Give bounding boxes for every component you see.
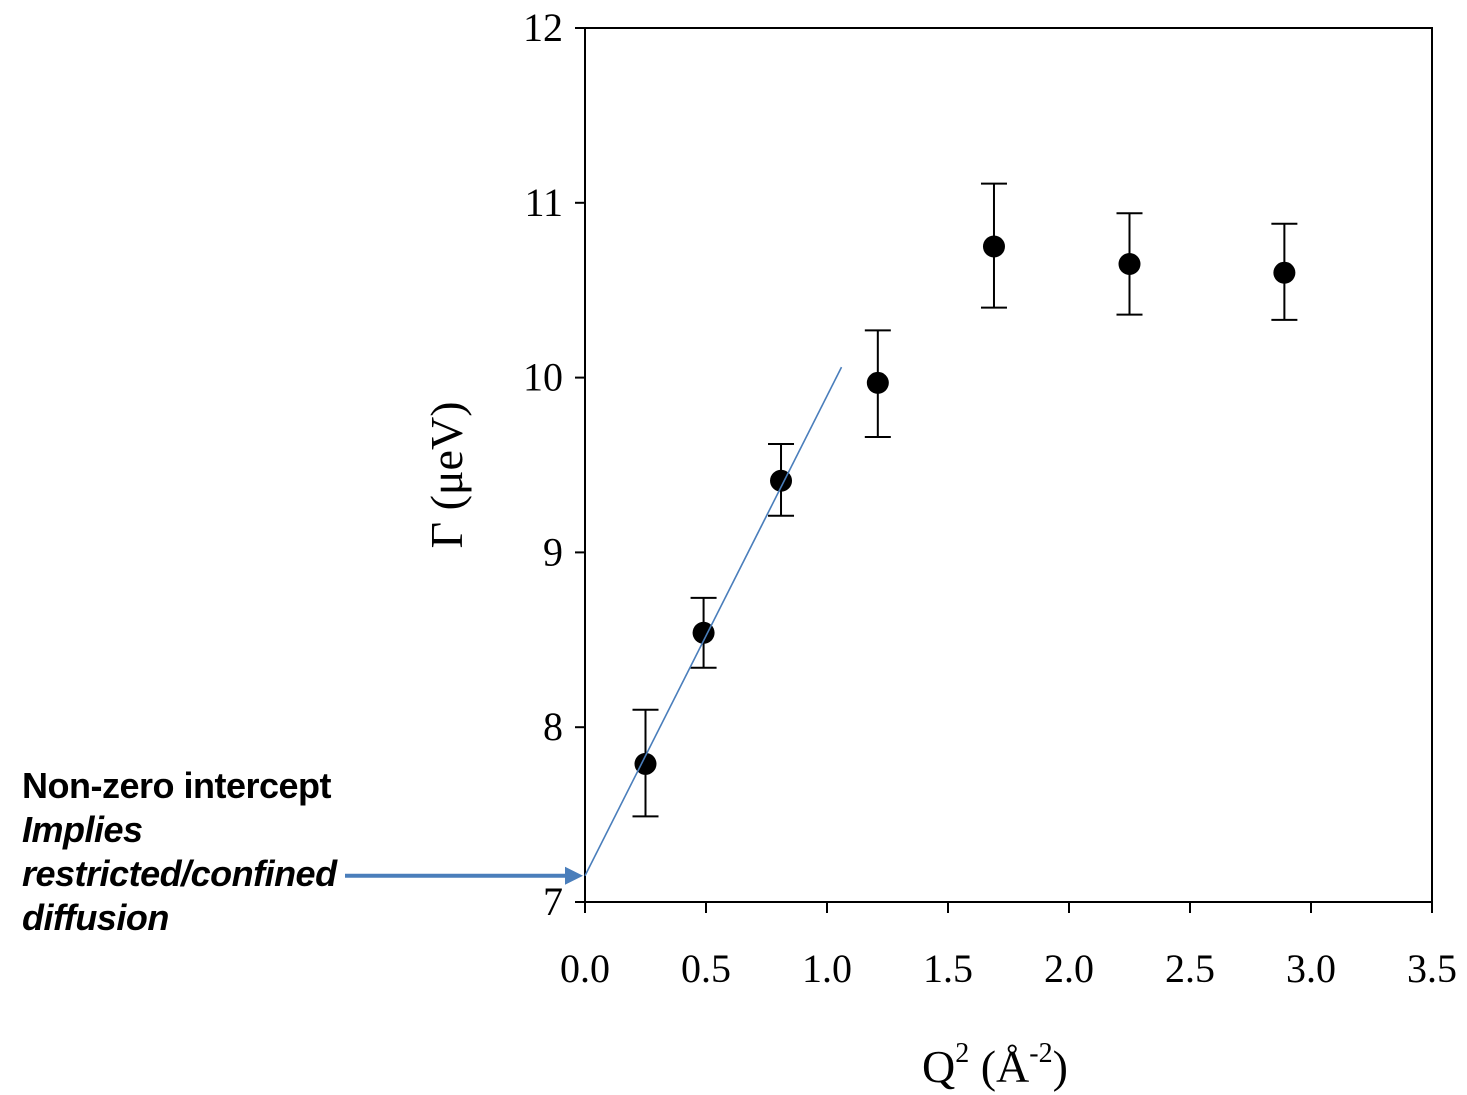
intercept-annotation: Non-zero intercept Implies restricted/co… (22, 764, 337, 940)
data-point (692, 621, 715, 644)
x-axis: 0.0 0.5 1.0 1.5 2.0 2.5 3.0 3.5 (560, 902, 1457, 991)
y-axis-title: Γ (μeV) (421, 401, 472, 548)
annotation-line-2: Implies (22, 809, 143, 850)
annotation-line-4: diffusion (22, 897, 169, 938)
y-axis: 7 8 9 10 11 12 (523, 5, 585, 924)
x-tick-label: 1.5 (923, 946, 973, 991)
data-point (1118, 252, 1141, 275)
x-axis-title: Q2 (Å-2) (922, 1038, 1068, 1092)
x-axis-title-sup: 2 (955, 1038, 969, 1069)
x-axis-title-unit-open: (Å (969, 1041, 1029, 1092)
y-tick-label: 12 (523, 5, 563, 50)
y-tick-label: 7 (543, 879, 563, 924)
x-axis-title-unit-sup: -2 (1029, 1038, 1052, 1069)
intercept-arrow-head (565, 866, 583, 885)
x-tick-label: 1.0 (802, 946, 852, 991)
x-tick-label: 2.0 (1044, 946, 1094, 991)
y-tick-label: 10 (523, 355, 563, 400)
data-points (634, 235, 1296, 775)
x-tick-label: 0.0 (560, 946, 610, 991)
data-point (634, 752, 657, 775)
x-tick-label: 3.0 (1286, 946, 1336, 991)
y-tick-label: 11 (524, 180, 563, 225)
plot-frame (584, 27, 1433, 903)
x-axis-title-unit-close: ) (1053, 1041, 1068, 1092)
error-bars (632, 182, 1298, 818)
x-tick-label: 2.5 (1165, 946, 1215, 991)
x-tick-label: 0.5 (681, 946, 731, 991)
y-tick-label: 9 (543, 529, 563, 574)
x-tick-label: 3.5 (1407, 946, 1457, 991)
fit-line (584, 366, 843, 877)
data-point (866, 371, 889, 394)
data-point (982, 235, 1005, 258)
data-point (1273, 261, 1296, 284)
annotation-heading: Non-zero intercept (22, 765, 332, 806)
x-axis-title-base: Q (922, 1041, 955, 1092)
annotation-line-3: restricted/confined (22, 853, 337, 894)
y-tick-label: 8 (543, 704, 563, 749)
